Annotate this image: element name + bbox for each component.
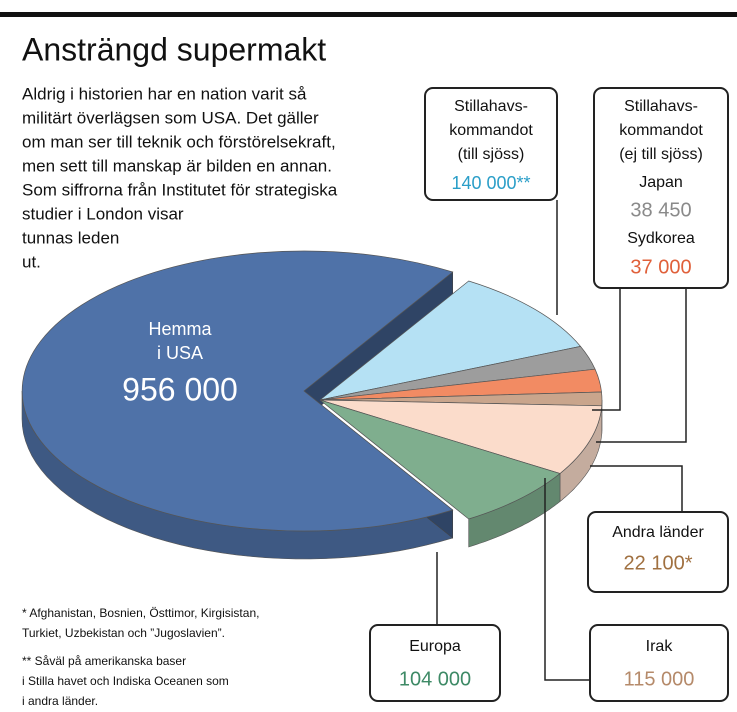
category-label: Europa <box>409 638 461 655</box>
value-label: 104 000 <box>399 668 471 690</box>
value-label: 140 000** <box>451 173 530 193</box>
label-box <box>587 511 729 593</box>
footnote-line: ** Såväl på amerikanska baser <box>22 654 186 668</box>
intro-line: Som siffrorna från Institutet för strate… <box>22 180 338 199</box>
intro-line: om man ser till teknik och förstörelsekr… <box>22 132 336 151</box>
slice <box>319 399 561 520</box>
label-box <box>589 624 729 702</box>
category-label: Irak <box>646 638 674 655</box>
group-label: kommandot <box>619 122 703 139</box>
connector <box>590 465 683 512</box>
connector <box>592 288 621 411</box>
label-box <box>593 87 729 289</box>
top-rule <box>0 12 737 17</box>
category-label: Hemma <box>148 319 212 339</box>
category-label: kommandot <box>449 122 533 139</box>
intro-line: Aldrig i historien har en nation varit s… <box>22 84 307 103</box>
value-label: 956 000 <box>122 371 238 407</box>
label-box <box>424 87 558 201</box>
intro-line: men sett till manskap är bilden en annan… <box>22 156 332 175</box>
slice <box>319 280 582 401</box>
value-label: 38 450 <box>630 199 691 221</box>
category-label: Andra länder <box>612 524 704 541</box>
value-label: 37 000 <box>630 256 691 278</box>
footnote-line: Turkiet, Uzbekistan och ”Jugoslavien”. <box>22 626 225 640</box>
group-label: (ej till sjöss) <box>619 146 703 163</box>
intro-line: tunnas leden <box>22 228 119 247</box>
category-label: Sydkorea <box>627 230 695 247</box>
chart-title: Ansträngd supermakt <box>22 31 326 67</box>
connector <box>596 288 687 443</box>
category-label: i USA <box>157 343 203 363</box>
category-label: Japan <box>639 174 683 191</box>
category-label: (till sjöss) <box>458 146 525 163</box>
intro-line: ut. <box>22 252 41 271</box>
intro-line: studier i London visar <box>22 204 184 223</box>
intro-line: militärt överlägsen som USA. Det gäller <box>22 108 319 127</box>
label-box <box>369 624 501 702</box>
footnote-line: i Stilla havet och Indiska Oceanen som <box>22 674 229 688</box>
value-label: 22 100* <box>624 552 693 574</box>
slice <box>319 399 603 474</box>
slice <box>21 250 454 532</box>
footnote-line: * Afghanistan, Bosnien, Östtimor, Kirgis… <box>22 606 259 620</box>
footnote-line: i andra länder. <box>22 694 98 708</box>
category-label: Stillahavs- <box>454 98 528 115</box>
value-label: 115 000 <box>624 668 695 690</box>
group-label: Stillahavs- <box>624 98 698 115</box>
connector <box>544 478 590 681</box>
